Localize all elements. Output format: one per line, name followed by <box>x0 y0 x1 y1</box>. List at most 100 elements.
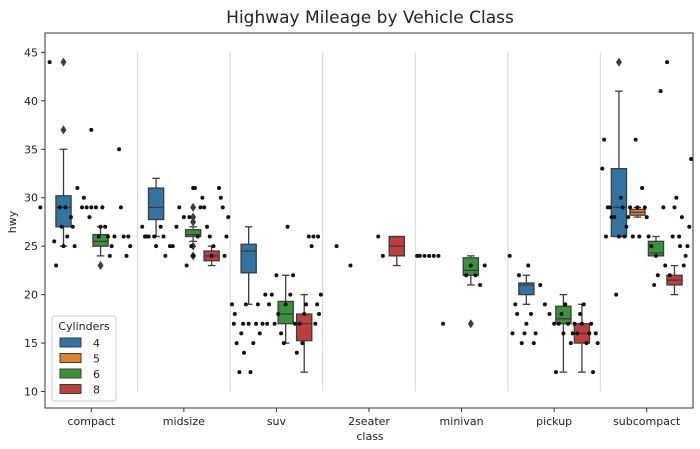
data-point <box>302 312 307 317</box>
data-point <box>584 341 589 346</box>
data-point <box>243 302 248 307</box>
data-point <box>98 224 103 229</box>
legend-swatch-cyl6 <box>59 368 82 379</box>
data-point <box>652 282 657 287</box>
data-point <box>38 205 43 210</box>
data-point <box>309 244 314 249</box>
data-point <box>663 263 668 268</box>
outlier-marker <box>615 57 622 67</box>
data-point <box>642 205 647 210</box>
data-point <box>315 302 320 307</box>
outlier-marker <box>467 319 474 329</box>
data-point <box>291 273 296 278</box>
axes-frame <box>44 32 694 409</box>
data-point <box>600 166 605 171</box>
data-point <box>649 244 654 249</box>
x-tick-label: compact <box>67 415 115 428</box>
outlier-marker <box>190 217 197 227</box>
data-point <box>635 205 640 210</box>
data-point <box>224 234 229 239</box>
data-point <box>441 321 446 326</box>
data-point <box>59 224 64 229</box>
box-compact-cyl6 <box>92 233 109 247</box>
data-point <box>231 321 236 326</box>
data-point <box>524 321 529 326</box>
data-point <box>519 341 524 346</box>
legend-label-cyl5: 5 <box>93 353 100 366</box>
y-tick-label: 20 <box>24 289 38 302</box>
data-point <box>81 195 86 200</box>
data-point <box>380 253 385 258</box>
y-tick-label: 40 <box>24 95 38 108</box>
box-subcompact-cyl6 <box>647 240 665 257</box>
data-point <box>563 302 568 307</box>
data-point <box>526 263 531 268</box>
data-point <box>269 292 274 297</box>
data-point <box>87 215 92 220</box>
outlier-marker <box>97 261 104 271</box>
x-tick-label: midsize <box>163 415 205 428</box>
outlier-marker <box>190 202 197 212</box>
data-point <box>579 321 584 326</box>
data-point <box>677 234 682 239</box>
data-point <box>482 263 487 268</box>
data-point <box>68 215 73 220</box>
data-point <box>570 331 575 336</box>
data-point <box>294 350 299 355</box>
data-point <box>209 253 214 258</box>
data-point <box>202 205 207 210</box>
data-point <box>220 205 225 210</box>
data-point <box>187 215 192 220</box>
data-point <box>158 224 163 229</box>
data-point <box>624 224 629 229</box>
data-point <box>516 273 521 278</box>
data-point <box>612 215 617 220</box>
data-point <box>637 234 642 239</box>
box-suv-cyl8 <box>295 313 313 342</box>
box-pickup-cyl6 <box>555 305 572 325</box>
data-point <box>478 282 483 287</box>
data-point <box>260 321 265 326</box>
y-tick-label: 15 <box>24 337 38 350</box>
data-point <box>63 205 68 210</box>
data-point <box>436 253 441 258</box>
data-point <box>689 156 694 161</box>
data-point <box>578 312 583 317</box>
data-point <box>211 244 216 249</box>
data-point <box>237 370 242 375</box>
data-point <box>614 292 619 297</box>
data-point <box>464 273 469 278</box>
data-point <box>620 205 625 210</box>
data-point <box>646 234 651 239</box>
data-point <box>572 321 577 326</box>
data-point <box>75 186 80 191</box>
data-point <box>84 205 89 210</box>
data-point <box>547 312 552 317</box>
data-point <box>603 234 608 239</box>
data-point <box>285 224 290 229</box>
data-point <box>292 321 297 326</box>
data-point <box>566 321 571 326</box>
data-point <box>510 331 515 336</box>
legend-label-cyl4: 4 <box>93 337 100 350</box>
data-point <box>154 244 159 249</box>
data-point <box>616 234 621 239</box>
data-point <box>205 224 209 229</box>
x-tick-label: subcompact <box>613 415 681 428</box>
data-point <box>72 244 77 249</box>
data-point <box>687 224 692 229</box>
data-point <box>89 127 94 132</box>
data-point <box>96 234 101 239</box>
data-point <box>311 234 316 239</box>
data-point <box>167 244 172 249</box>
data-point <box>52 239 57 244</box>
data-point <box>263 292 268 297</box>
data-point <box>276 312 281 317</box>
data-point <box>591 370 596 375</box>
data-point <box>57 205 62 210</box>
data-point <box>191 253 196 258</box>
legend-label-cyl8: 8 <box>93 384 100 397</box>
data-point <box>163 253 168 258</box>
data-point <box>255 302 260 307</box>
data-point <box>100 205 105 210</box>
